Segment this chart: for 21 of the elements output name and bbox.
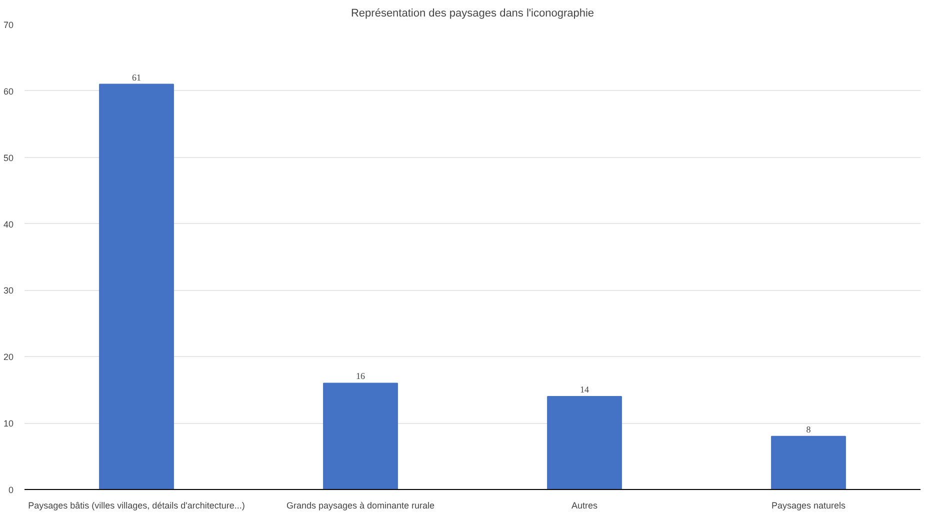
bar	[323, 382, 398, 490]
bar	[771, 436, 846, 490]
y-tick-label: 20	[3, 352, 14, 362]
x-tick-label: Grands paysages à dominante rurale	[286, 500, 435, 510]
data-label: 61	[132, 72, 141, 82]
x-tick-label: Paysages naturels	[771, 500, 846, 510]
data-label: 8	[806, 424, 812, 434]
bar	[99, 84, 174, 490]
x-tick-label: Paysages bâtis (villes villages, détails d'architecture...)	[28, 500, 245, 510]
bar	[547, 396, 622, 490]
data-label: 14	[580, 384, 590, 394]
chart-title: Représentation des paysages dans l'iconographie	[350, 8, 594, 20]
y-tick-label: 0	[8, 485, 14, 495]
data-label: 16	[356, 371, 366, 382]
x-tick-label: Autres	[571, 500, 598, 510]
y-tick-label: 50	[3, 152, 14, 163]
y-tick-label: 30	[3, 286, 14, 296]
y-tick-label: 40	[3, 219, 14, 230]
y-tick-label: 60	[3, 86, 14, 96]
y-tick-label: 70	[3, 20, 14, 30]
y-tick-label: 10	[3, 418, 14, 429]
